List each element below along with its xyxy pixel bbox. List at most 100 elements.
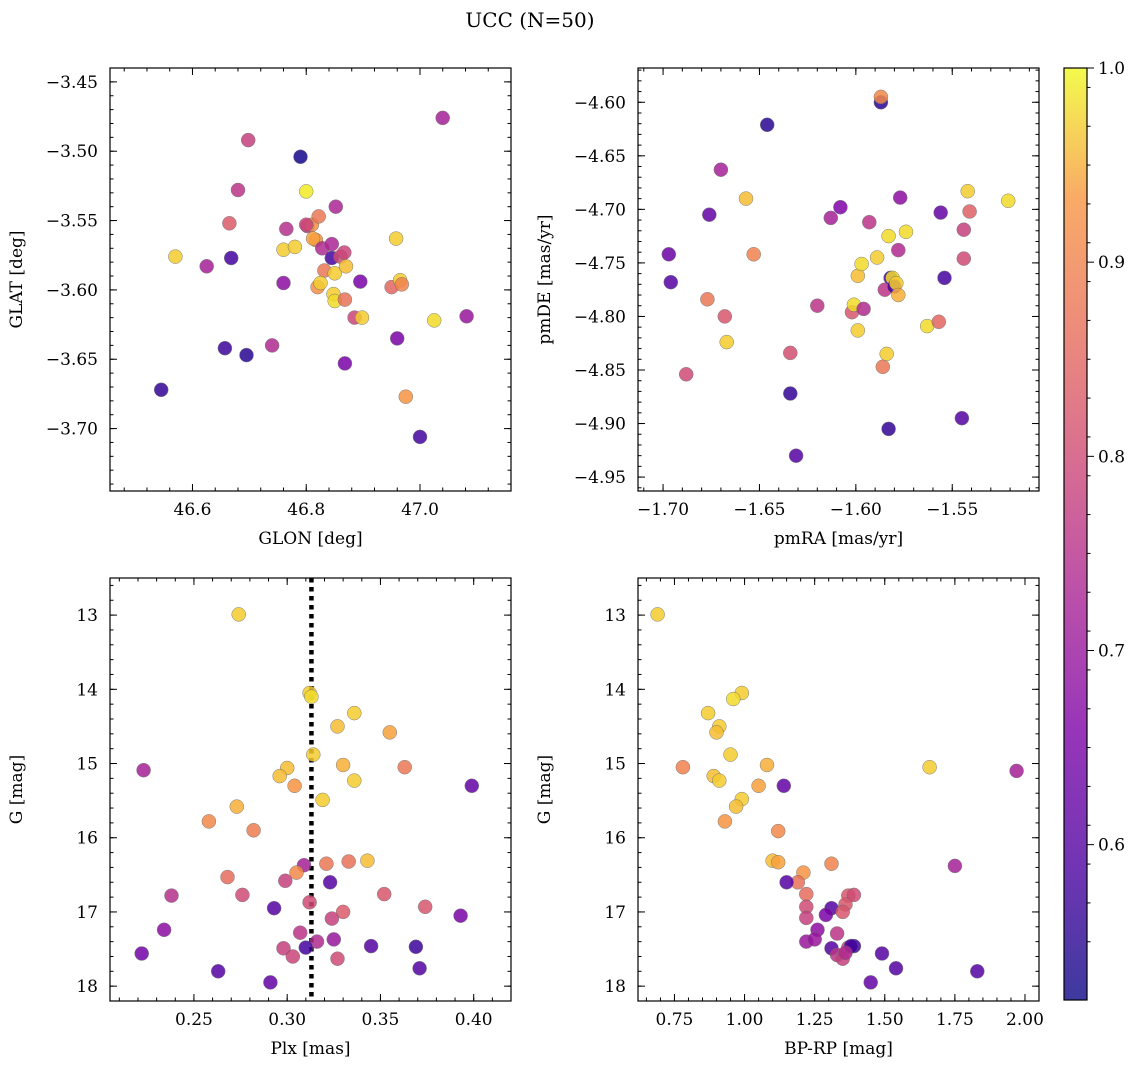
data-point [818,907,834,923]
data-point [956,251,972,266]
data-point [363,938,379,954]
data-point [264,338,280,353]
data-point [776,778,792,794]
x-tick-label: 0.75 [656,1010,694,1030]
data-point [700,705,716,721]
data-point [719,334,734,350]
data-point [850,323,866,338]
scatter-points [153,110,474,445]
colorbar-frame [1063,67,1088,1001]
data-point [663,274,679,290]
y-axis-label: GLAT [deg] [7,230,27,328]
data-point [347,705,362,721]
data-point [879,346,894,362]
data-point [956,222,972,237]
data-point [394,277,410,292]
data-point [285,949,301,964]
y-tick-label: −3.70 [46,420,98,440]
data-point [779,875,794,890]
data-point [453,908,468,923]
data-point [759,757,775,773]
data-point [222,216,237,231]
y-tick-label: −4.85 [574,361,626,381]
data-point [824,856,839,871]
data-point [888,961,904,976]
data-point [298,217,314,232]
data-point [322,875,338,890]
x-tick-label: 1.25 [796,1010,834,1030]
data-point [881,228,896,244]
data-point [335,757,351,773]
y-axis-label: pmDE [mas/yr] [535,214,555,344]
data-point [898,224,914,240]
y-tick-label: 13 [76,606,98,626]
data-point [305,231,321,246]
x-axis-label: BP-RP [mag] [784,1039,893,1059]
data-point [408,939,424,955]
data-point [700,292,715,307]
data-point [287,239,303,255]
data-point [412,429,428,445]
data-point [326,932,342,947]
y-tick-label: −4.70 [574,200,626,220]
data-point [412,961,427,976]
data-point [435,110,450,126]
data-point [240,132,256,148]
data-point [327,266,342,281]
data-point [937,270,952,286]
x-tick-label: 1.00 [726,1010,764,1030]
data-point [922,759,937,775]
y-axis-label: G [mag] [7,755,27,824]
data-point [856,301,871,317]
data-point [717,309,733,324]
panels: 46.6 46.8 47.0 −3.45 −3.50 −3.55 −3.60 −3.65 −3.… [7,67,1044,1059]
y-tick-label: 14 [604,680,626,700]
data-point [153,382,169,398]
data-point [823,210,839,226]
data-point [335,904,351,920]
y-tick-label: −4.65 [574,147,626,167]
data-point [353,274,368,289]
data-point [751,778,766,794]
data-point [230,182,246,198]
data-point [306,747,321,762]
data-point [328,199,344,214]
data-point [311,209,326,224]
data-point [738,191,754,206]
data-point [239,347,254,363]
data-point [709,725,724,740]
data-point [933,205,948,220]
colorbar-gradient [1064,68,1087,1000]
data-point [846,887,862,903]
y-tick-label: −3.45 [46,73,98,93]
y-tick-label: 17 [76,903,98,923]
data-point [302,895,317,910]
figure-title: UCC (N=50) [465,8,594,32]
data-point [891,242,906,258]
y-axis-label: G [mag] [535,755,555,824]
data-point [426,313,442,328]
data-point [382,725,398,740]
data-point [337,292,353,307]
data-point [881,421,896,437]
data-point [279,221,294,237]
x-tick-label: 1.50 [866,1010,904,1030]
data-point [650,607,665,622]
y-tick-label: −4.90 [574,415,626,435]
axes-frame [109,67,512,492]
data-point [287,778,302,794]
x-tick-label: 46.8 [287,500,325,520]
scatter-points [650,607,1024,990]
data-point [210,964,226,979]
data-point [134,946,149,961]
colorbar-tick-label: 0.9 [1098,253,1125,273]
data-point [678,367,694,382]
data-point [398,389,414,404]
y-tick-label: −3.60 [46,281,98,301]
data-point [337,356,353,371]
data-point [770,854,786,870]
data-point [388,231,404,246]
data-point [417,899,433,915]
data-point [330,951,345,966]
data-point [799,886,814,902]
